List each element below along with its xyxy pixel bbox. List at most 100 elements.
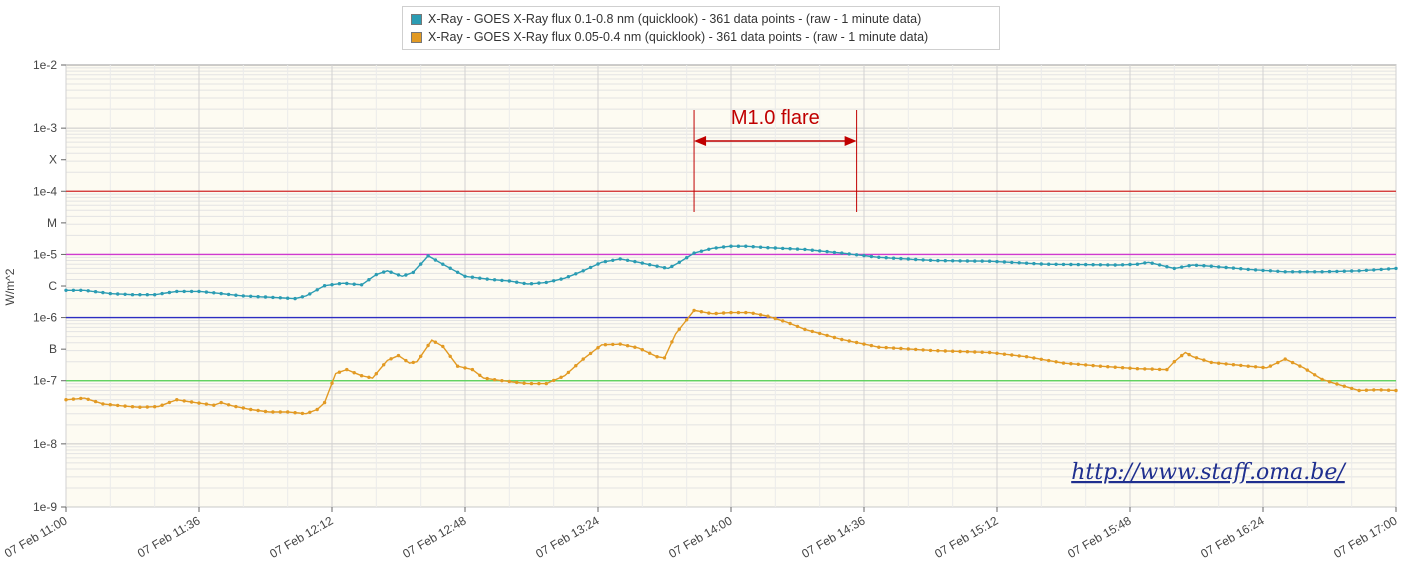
data-point [721, 311, 726, 315]
data-point [411, 270, 415, 275]
y-tick-label: 1e-7 [33, 374, 57, 388]
x-tick-label: 07 Feb 17:00 [1331, 513, 1400, 561]
data-point [869, 343, 874, 348]
data-point [640, 348, 644, 352]
data-point [167, 400, 172, 405]
data-point [1120, 366, 1125, 370]
data-point [1047, 262, 1051, 266]
data-point [1224, 362, 1228, 366]
data-point [330, 283, 334, 287]
data-point [640, 261, 644, 265]
data-point [79, 396, 83, 401]
data-point [1357, 269, 1361, 273]
data-point [788, 321, 792, 326]
data-point [515, 380, 519, 385]
data-point [1305, 270, 1310, 274]
data-point [914, 347, 918, 352]
data-point [1157, 263, 1162, 267]
data-point [1253, 365, 1258, 369]
data-point [1157, 367, 1162, 372]
data-point [300, 295, 305, 299]
data-point [212, 403, 216, 407]
data-point [1165, 367, 1169, 372]
data-point [1313, 270, 1317, 274]
data-point [1120, 263, 1125, 267]
data-point [1364, 268, 1369, 272]
data-point [93, 399, 98, 404]
data-point [877, 255, 881, 259]
data-point [1246, 364, 1250, 368]
data-point [588, 265, 593, 270]
data-point [455, 364, 460, 368]
source-url-link[interactable]: http://www.staff.oma.be/ [1071, 460, 1347, 485]
data-point [1283, 357, 1287, 361]
data-point [588, 351, 593, 356]
data-point [1276, 360, 1280, 365]
data-point [721, 245, 726, 249]
data-point [286, 410, 290, 414]
legend-item-long-channel[interactable]: X-Ray - GOES X-Ray flux 0.1-0.8 nm (quic… [411, 10, 991, 28]
data-point [389, 270, 393, 274]
data-point [1335, 269, 1339, 274]
data-point [1069, 262, 1073, 267]
data-point [345, 367, 349, 372]
data-point [1202, 358, 1206, 362]
data-point [951, 259, 955, 263]
data-point [699, 249, 704, 253]
x-tick-label: 07 Feb 12:48 [400, 513, 469, 561]
data-point [241, 406, 245, 410]
data-point [234, 293, 238, 297]
data-point [1010, 353, 1014, 357]
y-tick-label: 1e-6 [33, 311, 57, 325]
data-point [470, 367, 475, 372]
data-point [455, 270, 460, 274]
data-point [847, 252, 851, 256]
data-point [263, 409, 268, 414]
data-point [1054, 262, 1058, 266]
data-point [256, 408, 260, 413]
legend-item-short-channel[interactable]: X-Ray - GOES X-Ray flux 0.05-0.4 nm (qui… [411, 28, 991, 46]
data-point [1076, 262, 1081, 267]
data-point [160, 291, 164, 296]
data-point [1290, 360, 1295, 365]
data-point [337, 370, 342, 374]
data-point [965, 259, 970, 263]
data-point [1024, 355, 1029, 359]
data-point [1350, 386, 1354, 391]
data-point [330, 381, 334, 385]
data-point [758, 245, 763, 249]
data-point [226, 403, 231, 407]
data-point [951, 349, 955, 353]
data-point [906, 347, 910, 351]
data-point [500, 278, 504, 283]
data-point [441, 344, 445, 349]
data-point [736, 244, 741, 248]
data-point [189, 289, 194, 294]
data-point [492, 278, 497, 282]
data-point [1069, 362, 1073, 366]
data-point [426, 343, 430, 348]
data-point [655, 264, 659, 268]
data-point [448, 266, 452, 270]
data-point [79, 288, 83, 292]
data-point [1106, 263, 1110, 267]
data-point [854, 340, 859, 345]
data-point [1268, 364, 1273, 368]
data-point [662, 266, 667, 270]
data-point [552, 378, 556, 383]
data-point [729, 310, 733, 315]
y-tick-label: 1e-2 [33, 58, 57, 72]
data-point [1335, 382, 1339, 386]
data-point [773, 246, 777, 250]
data-point [522, 381, 526, 385]
data-point [1342, 269, 1347, 273]
data-point [840, 251, 844, 255]
data-point [382, 270, 386, 274]
data-point [130, 293, 135, 297]
data-point [707, 311, 711, 315]
data-point [1165, 265, 1169, 269]
x-tick-label: 07 Feb 14:36 [799, 513, 868, 561]
x-tick-label: 07 Feb 12:12 [267, 513, 336, 561]
data-point [197, 289, 201, 294]
data-point [145, 293, 149, 297]
